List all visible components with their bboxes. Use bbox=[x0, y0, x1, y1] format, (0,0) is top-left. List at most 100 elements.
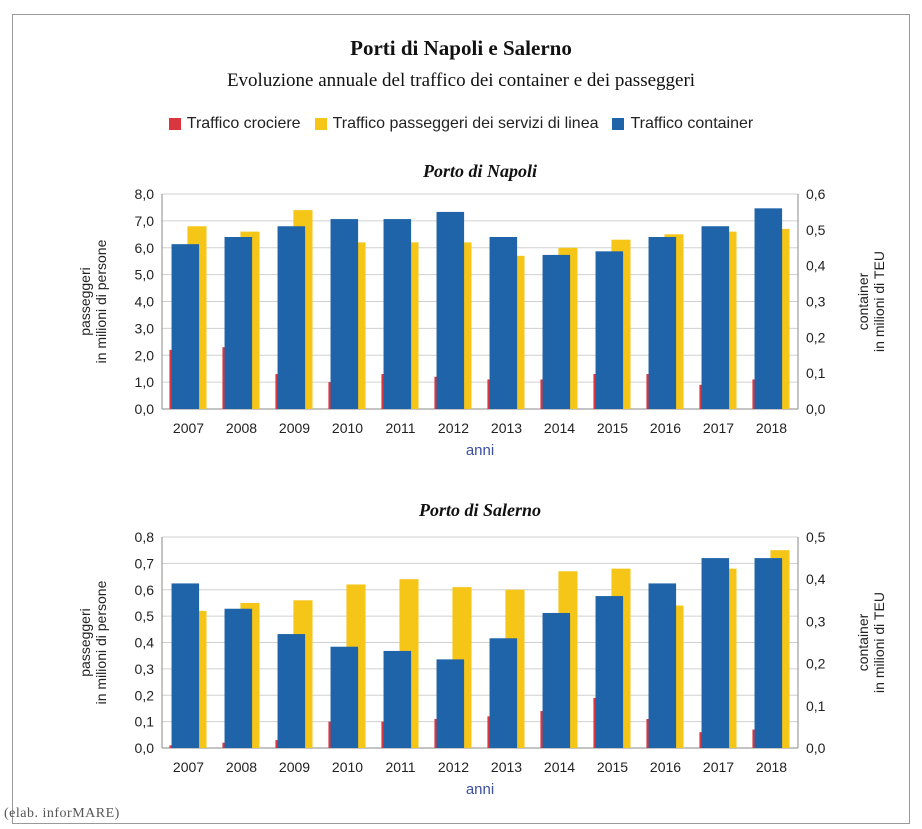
salerno-xtick: 2008 bbox=[226, 759, 257, 775]
napoli-ylabel-left-1: passeggeri bbox=[77, 267, 93, 336]
salerno-ytick-right: 0,0 bbox=[806, 740, 826, 756]
salerno-bar-container-2008 bbox=[224, 608, 253, 748]
salerno-ytick-left: 0,2 bbox=[135, 687, 155, 703]
legend-label-container: Traffico container bbox=[630, 115, 754, 132]
salerno-xtick: 2018 bbox=[756, 759, 787, 775]
salerno-xtick: 2009 bbox=[279, 759, 310, 775]
napoli-bar-container-2008 bbox=[224, 237, 253, 409]
salerno-ytick-left: 0,1 bbox=[135, 714, 155, 730]
salerno-xtick: 2012 bbox=[438, 759, 469, 775]
salerno-title: Porto di Salerno bbox=[418, 500, 541, 520]
napoli-title: Porto di Napoli bbox=[422, 161, 537, 181]
napoli-xtick: 2012 bbox=[438, 420, 469, 436]
napoli-bar-container-2009 bbox=[277, 226, 306, 409]
napoli-ytick-left: 5,0 bbox=[135, 267, 155, 283]
salerno-ytick-right: 0,3 bbox=[806, 613, 826, 629]
napoli-ytick-right: 0,2 bbox=[806, 329, 826, 345]
napoli-bar-container-2015 bbox=[595, 251, 624, 409]
salerno-ytick-right: 0,2 bbox=[806, 656, 826, 672]
salerno-ytick-left: 0,7 bbox=[135, 555, 155, 571]
salerno-xtick: 2017 bbox=[703, 759, 734, 775]
napoli-ytick-left: 2,0 bbox=[135, 347, 155, 363]
salerno-xtick: 2013 bbox=[491, 759, 522, 775]
salerno-ytick-right: 0,4 bbox=[806, 571, 826, 587]
salerno-ylabel-right-2: in milioni di TEU bbox=[871, 592, 887, 693]
salerno-bar-container-2013 bbox=[489, 638, 518, 748]
salerno-bar-container-2012 bbox=[436, 659, 465, 748]
napoli-ytick-right: 0,1 bbox=[806, 365, 826, 381]
napoli-bar-container-2018 bbox=[754, 208, 783, 409]
napoli-xtick: 2018 bbox=[756, 420, 787, 436]
salerno-bar-container-2015 bbox=[595, 596, 624, 748]
napoli-ytick-left: 8,0 bbox=[135, 186, 155, 202]
salerno-xtick: 2014 bbox=[544, 759, 575, 775]
napoli-xtick: 2011 bbox=[385, 420, 415, 436]
salerno-bar-container-2009 bbox=[277, 634, 306, 748]
napoli-xtick: 2016 bbox=[650, 420, 681, 436]
legend-label-crociere: Traffico crociere bbox=[186, 115, 301, 132]
salerno-ytick-left: 0,5 bbox=[135, 608, 155, 624]
legend-label-passeggeri: Traffico passeggeri dei servizi di linea bbox=[332, 115, 599, 132]
salerno-xtick: 2007 bbox=[173, 759, 204, 775]
napoli-ylabel-right-1: container bbox=[855, 272, 871, 330]
salerno-xlabel: anni bbox=[466, 781, 494, 798]
napoli-ytick-left: 4,0 bbox=[135, 294, 155, 310]
napoli-ytick-left: 1,0 bbox=[135, 374, 155, 390]
napoli-bar-container-2013 bbox=[489, 237, 518, 409]
napoli-bar-container-2010 bbox=[330, 219, 359, 409]
salerno-bar-container-2016 bbox=[648, 583, 677, 748]
salerno-bar-container-2007 bbox=[171, 583, 200, 748]
salerno-xtick: 2016 bbox=[650, 759, 681, 775]
napoli-ytick-right: 0,4 bbox=[806, 258, 826, 274]
napoli-ylabel-left-2: in milioni di persone bbox=[93, 239, 109, 363]
salerno-ytick-left: 0,0 bbox=[135, 740, 155, 756]
source-note: (elab. inforMARE) bbox=[4, 806, 120, 821]
napoli-ytick-right: 0,5 bbox=[806, 222, 826, 238]
napoli-ytick-right: 0,0 bbox=[806, 401, 826, 417]
legend-item-container: Traffico container bbox=[612, 115, 753, 133]
salerno-xtick: 2015 bbox=[597, 759, 628, 775]
salerno-ytick-left: 0,6 bbox=[135, 582, 155, 598]
napoli-bar-container-2012 bbox=[436, 211, 465, 409]
salerno-bar-container-2011 bbox=[383, 650, 412, 748]
napoli-xtick: 2017 bbox=[703, 420, 734, 436]
salerno-bar-container-2017 bbox=[701, 558, 730, 748]
salerno-bar-container-2014 bbox=[542, 612, 571, 748]
napoli-bar-container-2017 bbox=[701, 226, 730, 409]
salerno-ylabel-left-1: passeggeri bbox=[77, 608, 93, 677]
napoli-ytick-right: 0,6 bbox=[806, 186, 826, 202]
napoli-ytick-left: 6,0 bbox=[135, 240, 155, 256]
salerno-ytick-right: 0,1 bbox=[806, 698, 826, 714]
salerno-xtick: 2010 bbox=[332, 759, 363, 775]
legend-swatch-passeggeri bbox=[314, 118, 327, 130]
salerno-ylabel-left-2: in milioni di persone bbox=[93, 580, 109, 704]
napoli-ytick-right: 0,3 bbox=[806, 294, 826, 310]
napoli-bar-container-2016 bbox=[648, 237, 677, 409]
salerno-xtick: 2011 bbox=[385, 759, 415, 775]
napoli-bar-container-2007 bbox=[171, 244, 200, 409]
main-title: Porti di Napoli e Salerno bbox=[350, 36, 572, 60]
napoli-xtick: 2015 bbox=[597, 420, 628, 436]
napoli-xtick: 2013 bbox=[491, 420, 522, 436]
legend-swatch-container bbox=[612, 118, 625, 130]
napoli-xtick: 2014 bbox=[544, 420, 575, 436]
salerno-ytick-left: 0,4 bbox=[135, 635, 155, 651]
napoli-ytick-left: 0,0 bbox=[135, 401, 155, 417]
napoli-bar-container-2014 bbox=[542, 254, 571, 409]
napoli-xtick: 2010 bbox=[332, 420, 363, 436]
subtitle: Evoluzione annuale del traffico dei cont… bbox=[226, 70, 696, 91]
legend: Traffico crociere Traffico passeggeri de… bbox=[0, 115, 922, 133]
napoli-xtick: 2007 bbox=[173, 420, 204, 436]
legend-item-passeggeri: Traffico passeggeri dei servizi di linea bbox=[314, 115, 599, 133]
napoli-ytick-left: 3,0 bbox=[135, 320, 155, 336]
napoli-ylabel-right-2: in milioni di TEU bbox=[871, 251, 887, 352]
salerno-ylabel-right-1: container bbox=[855, 613, 871, 671]
napoli-ytick-left: 7,0 bbox=[135, 213, 155, 229]
salerno-bar-container-2018 bbox=[754, 558, 783, 748]
napoli-xlabel: anni bbox=[466, 442, 494, 459]
salerno-bar-container-2010 bbox=[330, 646, 359, 748]
legend-item-crociere: Traffico crociere bbox=[168, 115, 301, 133]
legend-swatch-crociere bbox=[168, 118, 181, 130]
